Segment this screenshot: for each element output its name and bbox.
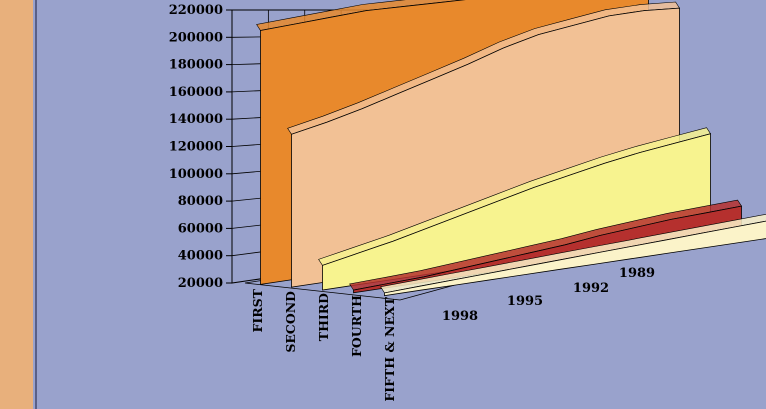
series-axis-label: SECOND xyxy=(283,291,298,353)
series-axis-label: FOURTH xyxy=(349,295,364,357)
y-tick-label: 120000 xyxy=(169,140,223,155)
side-divider xyxy=(35,0,37,409)
y-tick-label: 180000 xyxy=(169,58,223,73)
y-tick-label: 20000 xyxy=(178,276,223,291)
y-tick-label: 220000 xyxy=(169,3,223,18)
x-tick-label: 1998 xyxy=(442,309,478,324)
y-tick-label: 60000 xyxy=(178,221,223,236)
x-tick-label: 1989 xyxy=(619,266,655,281)
x-tick-label: 1992 xyxy=(573,281,609,296)
y-tick-label: 40000 xyxy=(178,249,223,264)
y-tick-label: 160000 xyxy=(169,85,223,100)
series-axis-label: FIRST xyxy=(250,288,265,332)
side-panel xyxy=(0,0,33,409)
y-tick-label: 80000 xyxy=(178,194,223,209)
y-tick-label: 140000 xyxy=(169,112,223,127)
chart-ribbons xyxy=(256,0,766,297)
y-tick-label: 200000 xyxy=(169,30,223,45)
y-tick-label: 100000 xyxy=(169,167,223,182)
series-axis-label: THIRD xyxy=(316,293,331,341)
chart-labels: 20000 40000 60000 80000 100000 120000 140000 16… xyxy=(169,3,655,402)
ribbon-face-5 xyxy=(384,220,766,297)
x-tick-label: 1995 xyxy=(507,294,543,309)
series-axis-label: FIFTH & NEXT xyxy=(382,296,397,401)
